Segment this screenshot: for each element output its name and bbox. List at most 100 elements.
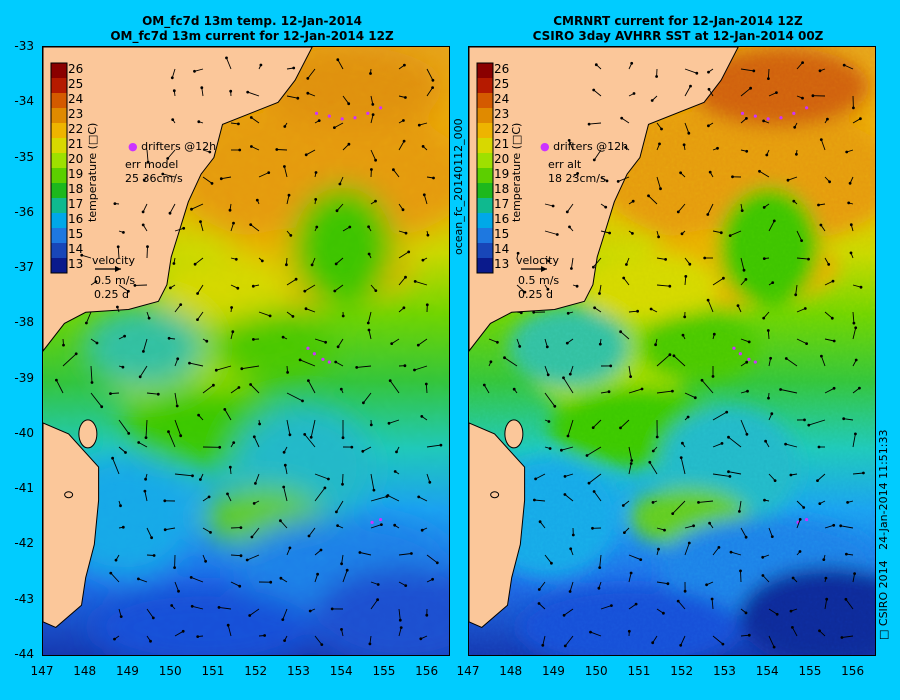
velocity-arrowhead: [189, 576, 193, 579]
velocity-arrowhead: [304, 307, 308, 311]
velocity-arrowhead: [550, 561, 553, 565]
velocity-arrowhead: [309, 435, 313, 439]
velocity-arrow: [593, 491, 602, 502]
velocity-arrowhead: [119, 615, 123, 618]
velocity-arrowhead: [762, 119, 765, 123]
velocity-arrowhead: [314, 198, 318, 201]
velocity-arrowhead: [426, 233, 430, 237]
velocity-arrowhead: [766, 329, 770, 332]
velocity-arrow: [169, 203, 176, 214]
velocity-arrow: [795, 284, 798, 295]
velocity-arrowhead: [239, 554, 243, 558]
australia-land: [469, 47, 739, 352]
velocity-arrow: [418, 496, 428, 502]
velocity-arrow: [138, 442, 148, 448]
velocity-arrowhead: [249, 383, 253, 386]
velocity-arrow: [286, 419, 291, 435]
left-x-tick-label: 154: [329, 664, 353, 678]
velocity-arrowhead: [671, 389, 674, 393]
velocity-arrow: [534, 499, 546, 502]
velocity-arrowhead: [388, 379, 392, 383]
velocity-arrowhead: [553, 404, 557, 408]
velocity-arrowhead: [350, 445, 354, 449]
velocity-arrowhead: [721, 642, 725, 646]
velocity-arrowhead: [629, 375, 632, 378]
velocity-arrowhead: [176, 357, 180, 361]
velocity-arrowhead: [421, 145, 425, 148]
velocity-arrowhead: [127, 289, 130, 293]
velocity-arrowhead: [371, 103, 375, 106]
velocity-arrowhead: [137, 577, 140, 581]
velocity-arrowhead: [650, 99, 654, 102]
velocity-arrowhead: [598, 566, 602, 569]
velocity-arrow: [363, 392, 372, 404]
velocity-arrowhead: [585, 454, 589, 457]
velocity-arrow: [563, 377, 574, 394]
velocity-arrow: [588, 473, 602, 484]
velocity-arrow: [680, 635, 686, 646]
velocity-arrowhead: [167, 336, 171, 340]
velocity-arrowhead: [679, 456, 683, 459]
velocity-arrow: [423, 194, 428, 205]
velocity-arrow: [684, 276, 687, 286]
colorbar-segment: [477, 153, 493, 169]
velocity-arrow: [250, 384, 260, 394]
velocity-arrowhead: [832, 523, 836, 527]
velocity-arrowhead: [336, 58, 340, 62]
colorbar-segment: [477, 123, 493, 139]
velocity-arrowhead: [654, 343, 657, 347]
velocity-arrow: [817, 473, 826, 481]
velocity-arrowhead: [171, 118, 175, 121]
colorbar-tick-label: 22: [68, 122, 84, 136]
velocity-arrowhead: [367, 252, 371, 256]
velocity-arrowhead: [668, 353, 672, 357]
velocity-arrow: [389, 380, 400, 394]
velocity-arrowhead: [801, 61, 804, 64]
velocity-arrowhead: [745, 432, 749, 436]
velocity-arrowhead: [209, 531, 212, 534]
velocity-arrow: [418, 338, 428, 346]
velocity-arrowhead: [152, 554, 156, 557]
velocity-arrowhead: [636, 309, 639, 313]
island: [490, 491, 500, 499]
velocity-arrowhead: [689, 84, 692, 88]
velocity-arrowhead: [700, 378, 704, 382]
velocity-arrow: [618, 176, 630, 182]
velocity-arrowhead: [845, 552, 848, 556]
velocity-arrowhead: [575, 284, 579, 288]
velocity-arrow: [90, 365, 93, 383]
velocity-arrow: [656, 354, 671, 367]
velocity-arrowhead: [398, 618, 402, 622]
velocity-arrowhead: [334, 262, 338, 266]
velocity-arrowhead: [175, 404, 179, 408]
island: [78, 419, 98, 449]
velocity-arrow: [356, 365, 372, 368]
velocity-arrow: [425, 383, 428, 394]
velocity-arrowhead: [803, 418, 806, 422]
velocity-arrowhead: [138, 375, 142, 379]
velocity-arrowhead: [141, 223, 145, 227]
velocity-arrow: [808, 419, 826, 426]
velocity-arrowhead: [404, 231, 408, 235]
velocity-arrowhead: [565, 210, 569, 214]
colorbar-segment: [51, 153, 67, 169]
velocity-arrow: [230, 554, 242, 557]
velocity-arrow: [202, 176, 213, 184]
velocity-arrowhead: [844, 597, 848, 601]
velocity-arrowhead: [822, 558, 826, 561]
velocity-arrowhead: [706, 298, 710, 302]
velocity-arrow: [586, 446, 602, 456]
velocity-arrowhead: [168, 211, 172, 215]
velocity-arrowhead: [283, 125, 287, 128]
velocity-arrowhead: [193, 69, 196, 73]
colorbar-tick-label: 13: [494, 257, 510, 271]
velocity-arrow: [786, 358, 798, 367]
velocity-arrowhead: [355, 366, 359, 369]
velocity-arrowhead: [849, 251, 853, 255]
velocity-arrow: [684, 68, 697, 74]
velocity-arrow: [680, 457, 686, 475]
velocity-arrowhead: [380, 523, 383, 526]
velocity-arrowhead: [401, 208, 405, 212]
velocity-arrowhead: [563, 475, 567, 478]
velocity-arrowhead: [648, 460, 652, 464]
